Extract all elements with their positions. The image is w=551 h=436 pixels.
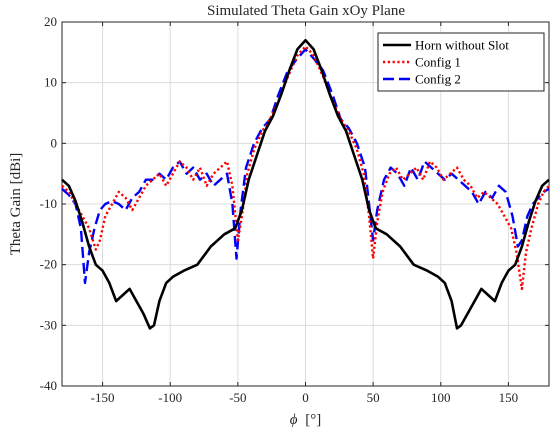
legend-box bbox=[377, 32, 545, 92]
legend-label-3: Config 2 bbox=[415, 72, 461, 87]
y-axis-label: Theta Gain [dBi] bbox=[8, 153, 24, 255]
series-line-2 bbox=[61, 45, 550, 291]
x-tick-label: 0 bbox=[302, 390, 309, 405]
y-tick-label: 10 bbox=[44, 75, 57, 90]
x-tick-label: -50 bbox=[229, 390, 246, 405]
legend: Horn without Slot Config 1 Config 2 bbox=[377, 32, 545, 92]
y-tick-label: 0 bbox=[51, 135, 58, 150]
x-tick-label: -100 bbox=[158, 390, 182, 405]
y-tick-label: 20 bbox=[44, 14, 57, 29]
legend-label-1: Horn without Slot bbox=[415, 38, 509, 53]
series-line-3 bbox=[61, 48, 550, 285]
legend-label-2: Config 1 bbox=[415, 55, 461, 70]
x-tick-label: 150 bbox=[499, 390, 519, 405]
chart-title: Simulated Theta Gain xOy Plane bbox=[207, 3, 405, 19]
y-tick-label: -30 bbox=[40, 317, 57, 332]
x-axis-label: ϕ [°] bbox=[290, 412, 322, 428]
series-layer bbox=[61, 38, 550, 330]
x-tick-label: 50 bbox=[367, 390, 380, 405]
y-tick-label: -10 bbox=[40, 196, 57, 211]
x-axis-unit: [°] bbox=[305, 412, 321, 428]
y-tick-label: -20 bbox=[40, 257, 57, 272]
x-tick-label: -150 bbox=[91, 390, 115, 405]
y-tick-label: -40 bbox=[40, 378, 57, 393]
series-line-1 bbox=[61, 38, 550, 330]
x-tick-label: 100 bbox=[431, 390, 451, 405]
x-axis-symbol: ϕ bbox=[290, 412, 298, 428]
